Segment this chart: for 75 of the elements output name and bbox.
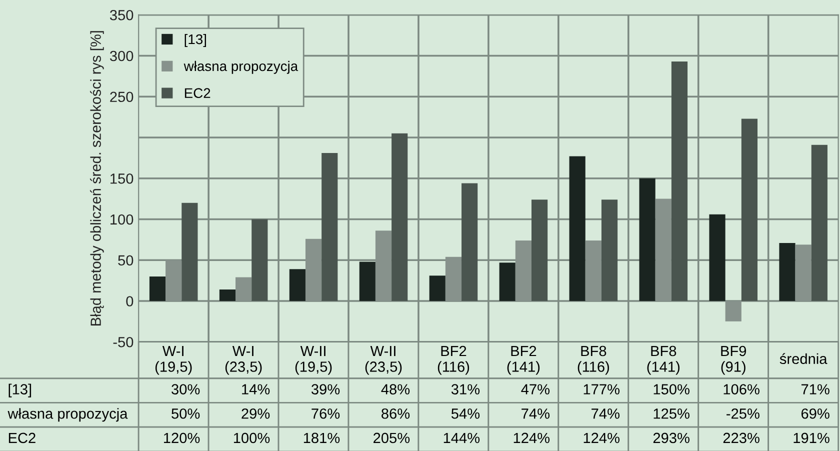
legend-label: własna propozycja <box>184 60 298 74</box>
bar <box>499 262 516 301</box>
text: EC2 <box>8 432 36 444</box>
bar <box>219 290 236 301</box>
text: własna propozycja <box>8 408 128 422</box>
bar <box>149 276 166 301</box>
data-label: 144% <box>444 432 480 444</box>
y-tick-label: 250 <box>110 92 134 102</box>
data-label: 120% <box>164 432 200 444</box>
bar <box>671 61 688 301</box>
data-label: 100% <box>234 432 270 444</box>
y-tick-label: 300 <box>110 50 134 62</box>
data-label: 223% <box>723 432 760 444</box>
y-tick-label: 0 <box>126 296 134 306</box>
bar <box>462 183 478 301</box>
data-label: 124% <box>584 432 620 444</box>
bar <box>429 276 446 301</box>
data-label: 181% <box>304 432 340 444</box>
bar <box>601 200 618 301</box>
x-tick-label: W-II (23,5) <box>365 346 402 375</box>
x-tick-label: BF2 (141) <box>507 346 540 375</box>
x-tick-label: W-II (19,5) <box>295 346 332 375</box>
y-tick-label: 350 <box>110 10 134 20</box>
x-tick-label: BF2 (116) <box>438 346 470 375</box>
data-label: 29% <box>242 408 270 419</box>
y-tick-label: 150 <box>110 173 134 184</box>
data-label: 86% <box>382 408 410 419</box>
data-label: -25% <box>726 408 760 419</box>
y-tick-label: 100 <box>110 214 134 225</box>
bar <box>779 242 796 301</box>
legend-label: [13] <box>184 34 206 47</box>
data-label: 124% <box>514 432 550 444</box>
bar <box>741 118 758 301</box>
bar <box>322 153 338 301</box>
bar <box>639 178 656 301</box>
data-label: 205% <box>374 432 410 444</box>
bar <box>709 214 726 301</box>
x-tick-label: średnia <box>780 353 828 364</box>
data-label: 50% <box>172 408 200 419</box>
bar <box>359 262 376 301</box>
data-label: 106% <box>724 384 760 394</box>
x-tick-label: BF8 (116) <box>578 346 609 375</box>
bar <box>531 200 548 301</box>
data-label: 30% <box>172 384 200 394</box>
bar <box>252 219 268 301</box>
data-label: 47% <box>521 384 550 394</box>
bar <box>182 202 198 301</box>
data-label: 76% <box>312 408 340 419</box>
bar <box>811 144 828 301</box>
data-label: 69% <box>801 408 830 419</box>
data-label: 48% <box>381 384 410 394</box>
y-tick-label: -50 <box>113 336 134 348</box>
data-label: 54% <box>451 408 480 419</box>
data-label: 150% <box>654 384 690 394</box>
text: [13] <box>8 384 32 398</box>
y-axis-title: Błąd metody obliczeń śred. szerokości rys [%] <box>90 31 104 326</box>
data-label: 71% <box>801 384 830 394</box>
data-label: 74% <box>522 408 550 419</box>
data-label: 293% <box>653 432 690 444</box>
x-tick-label: W-I (19,5) <box>155 346 192 375</box>
x-tick-label: W-I (23,5) <box>225 346 262 375</box>
bar <box>392 133 408 301</box>
legend-label: EC2 <box>184 88 210 98</box>
data-label: 39% <box>311 384 340 394</box>
bar <box>289 269 306 301</box>
data-label: 31% <box>451 384 480 394</box>
x-tick-label: BF8 (141) <box>647 346 680 375</box>
x-tick-label: BF9 (91) <box>721 346 746 375</box>
bar <box>569 156 586 301</box>
data-label: 125% <box>654 408 690 419</box>
data-label: 191% <box>794 432 830 444</box>
data-label: 177% <box>584 384 620 394</box>
data-label: 14% <box>242 384 270 394</box>
y-tick-label: 50 <box>118 255 134 266</box>
data-label: 74% <box>592 408 620 419</box>
